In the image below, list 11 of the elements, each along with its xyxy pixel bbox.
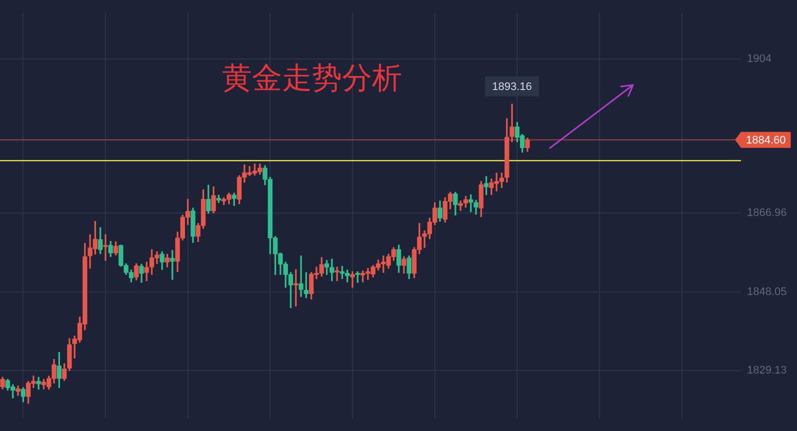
candlestick xyxy=(350,271,355,288)
y-tick-label: 1848.05 xyxy=(747,286,787,298)
y-tick-label: 1904 xyxy=(747,53,772,66)
candlestick xyxy=(298,256,304,297)
y-tick-label: 1829.13 xyxy=(747,364,787,376)
annotation: 1893.16 xyxy=(492,80,532,93)
candlestick xyxy=(334,266,340,282)
candlestick xyxy=(103,234,108,261)
y-tick-label: 1866.96 xyxy=(747,207,787,220)
ref-line-label: 1884.60 xyxy=(746,134,786,146)
text: 黄金走势分析 xyxy=(222,61,402,96)
